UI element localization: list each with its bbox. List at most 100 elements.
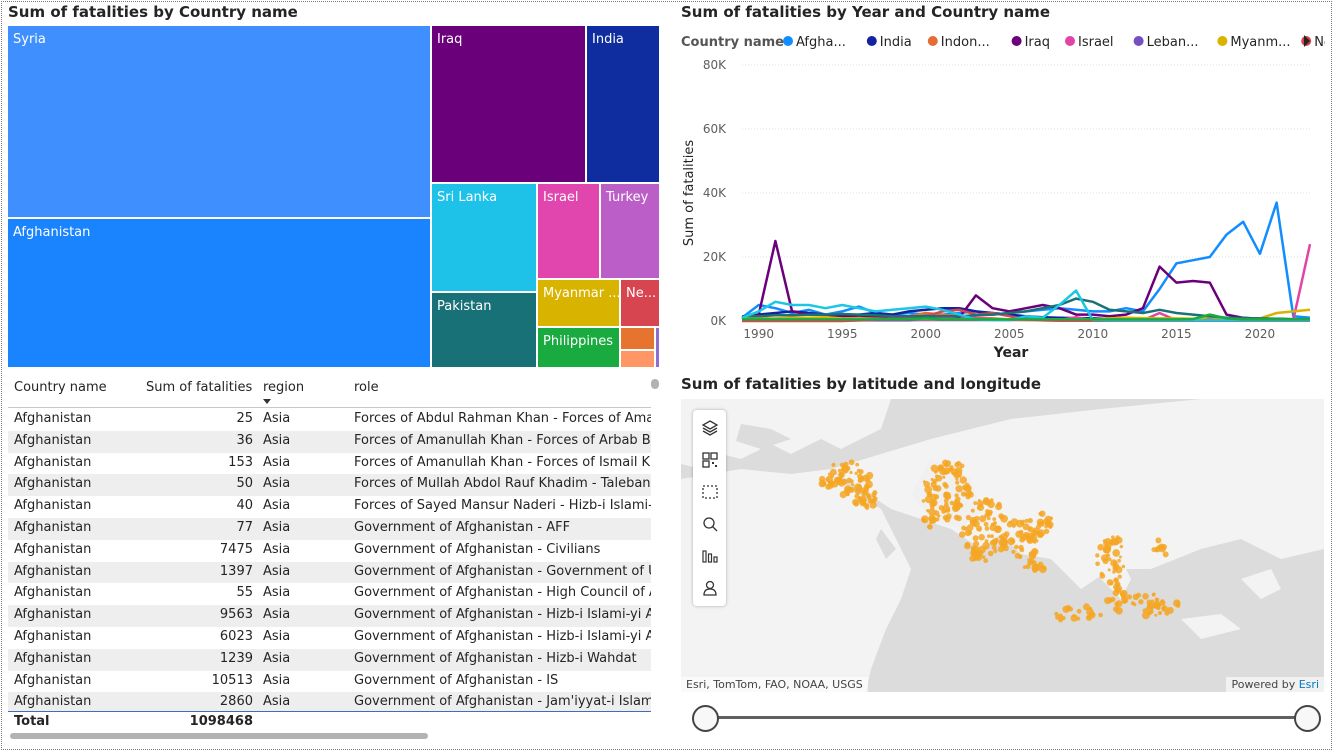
map-point[interactable] xyxy=(846,492,850,497)
map-point[interactable] xyxy=(1041,565,1047,571)
map-point[interactable] xyxy=(1015,530,1023,538)
map-point[interactable] xyxy=(862,489,869,496)
map-points-layer[interactable] xyxy=(681,399,1324,692)
table-row[interactable]: Afghanistan 6023 Asia Government of Afghani… xyxy=(8,627,651,649)
map-point[interactable] xyxy=(949,465,954,470)
map-point[interactable] xyxy=(855,462,860,467)
map-point[interactable] xyxy=(928,508,936,516)
map-point[interactable] xyxy=(1031,560,1037,566)
map-point[interactable] xyxy=(978,545,986,554)
treemap-tile-sri-lanka[interactable]: Sri Lanka xyxy=(431,183,537,292)
col-header-role[interactable]: role xyxy=(354,380,379,395)
map-point[interactable] xyxy=(953,503,959,510)
map-point[interactable] xyxy=(955,467,963,475)
map-point[interactable] xyxy=(1076,608,1082,614)
search-icon[interactable] xyxy=(700,514,720,534)
map-point[interactable] xyxy=(844,485,852,493)
map-point[interactable] xyxy=(977,500,984,507)
map-point[interactable] xyxy=(1117,574,1122,579)
map-view[interactable]: Esri, TomTom, FAO, NOAA, USGS Powered by… xyxy=(681,399,1324,692)
map-point[interactable] xyxy=(964,541,970,548)
map-point[interactable] xyxy=(945,513,952,520)
map-point[interactable] xyxy=(1142,608,1148,613)
table-row[interactable]: Afghanistan 25 Asia Forces of Abdul Rahman … xyxy=(8,409,651,431)
map-point[interactable] xyxy=(1155,537,1162,544)
map-point[interactable] xyxy=(1133,602,1137,607)
map-point[interactable] xyxy=(1036,524,1042,530)
vertical-scrollbar[interactable] xyxy=(651,379,659,389)
map-point[interactable] xyxy=(954,493,959,498)
map-point[interactable] xyxy=(1135,592,1142,598)
map-point[interactable] xyxy=(1147,602,1155,610)
map-point[interactable] xyxy=(1011,523,1016,528)
map-point[interactable] xyxy=(923,481,930,488)
map-point[interactable] xyxy=(827,482,835,489)
map-point[interactable] xyxy=(942,504,951,513)
map-point[interactable] xyxy=(955,477,959,481)
map-point[interactable] xyxy=(955,496,961,502)
map-point[interactable] xyxy=(853,500,860,507)
map-point[interactable] xyxy=(926,524,932,529)
map-point[interactable] xyxy=(953,514,960,521)
map-point[interactable] xyxy=(1054,611,1059,616)
map-point[interactable] xyxy=(1112,589,1120,597)
map-point[interactable] xyxy=(958,531,966,538)
map-point[interactable] xyxy=(983,521,989,527)
map-point[interactable] xyxy=(935,474,943,482)
map-point[interactable] xyxy=(1098,612,1103,618)
map-point[interactable] xyxy=(1113,606,1120,613)
map-point[interactable] xyxy=(977,528,982,532)
map-point[interactable] xyxy=(1107,557,1112,562)
map-point[interactable] xyxy=(854,471,858,475)
map-point[interactable] xyxy=(989,523,997,532)
map-point[interactable] xyxy=(1156,606,1161,611)
map-point[interactable] xyxy=(1018,555,1022,560)
map-point[interactable] xyxy=(849,479,854,484)
map-point[interactable] xyxy=(1111,535,1115,539)
map-point[interactable] xyxy=(1006,521,1013,528)
map-point[interactable] xyxy=(987,550,994,557)
treemap-tile-philippines[interactable]: Philippines xyxy=(537,327,620,368)
map-point[interactable] xyxy=(854,488,862,495)
series-line-other-10[interactable] xyxy=(742,313,1310,321)
table-row[interactable]: Afghanistan 9563 Asia Government of Afghani… xyxy=(8,605,651,627)
map-point[interactable] xyxy=(978,534,985,541)
map-point[interactable] xyxy=(1058,613,1063,619)
map-point[interactable] xyxy=(1114,601,1119,607)
map-point[interactable] xyxy=(841,478,848,485)
map-point[interactable] xyxy=(1106,579,1114,586)
col-header-fatalities[interactable]: Sum of fatalities xyxy=(146,380,253,395)
bar-chart-icon[interactable] xyxy=(700,546,720,566)
qr-code-icon[interactable] xyxy=(700,450,720,470)
map-point[interactable] xyxy=(954,461,960,468)
map-point[interactable] xyxy=(929,516,937,524)
map-point[interactable] xyxy=(964,529,972,537)
table-row[interactable]: Afghanistan 1239 Asia Government of Afghani… xyxy=(8,648,651,671)
map-point[interactable] xyxy=(971,551,976,555)
map-point[interactable] xyxy=(1162,551,1169,558)
slider-start-handle[interactable] xyxy=(692,705,719,732)
treemap-tile-turkey[interactable]: Turkey xyxy=(600,183,660,279)
map-point[interactable] xyxy=(1126,594,1132,600)
map-point[interactable] xyxy=(973,540,980,547)
map-point[interactable] xyxy=(857,496,864,503)
map-point[interactable] xyxy=(1103,541,1109,547)
treemap-tile-iraq[interactable]: Iraq xyxy=(431,25,586,183)
series-line-other-9[interactable] xyxy=(741,289,1310,322)
map-point[interactable] xyxy=(1031,529,1038,537)
slider-end-handle[interactable] xyxy=(1294,705,1321,732)
map-point[interactable] xyxy=(1118,555,1122,559)
map-point[interactable] xyxy=(1152,592,1156,597)
map-point[interactable] xyxy=(981,555,986,559)
map-point[interactable] xyxy=(970,508,975,513)
map-point[interactable] xyxy=(1157,610,1163,616)
map-point[interactable] xyxy=(955,485,963,493)
table-row[interactable]: Afghanistan 153 Asia Forces of Amanullah Kh… xyxy=(8,453,651,475)
treemap-tile-myanmar[interactable]: Myanmar ... xyxy=(537,279,620,327)
map-point[interactable] xyxy=(1000,514,1008,523)
map-point[interactable] xyxy=(1173,599,1181,607)
map-point[interactable] xyxy=(1037,531,1044,539)
map-point[interactable] xyxy=(933,470,937,474)
map-point[interactable] xyxy=(993,521,997,526)
map-point[interactable] xyxy=(1040,520,1044,524)
